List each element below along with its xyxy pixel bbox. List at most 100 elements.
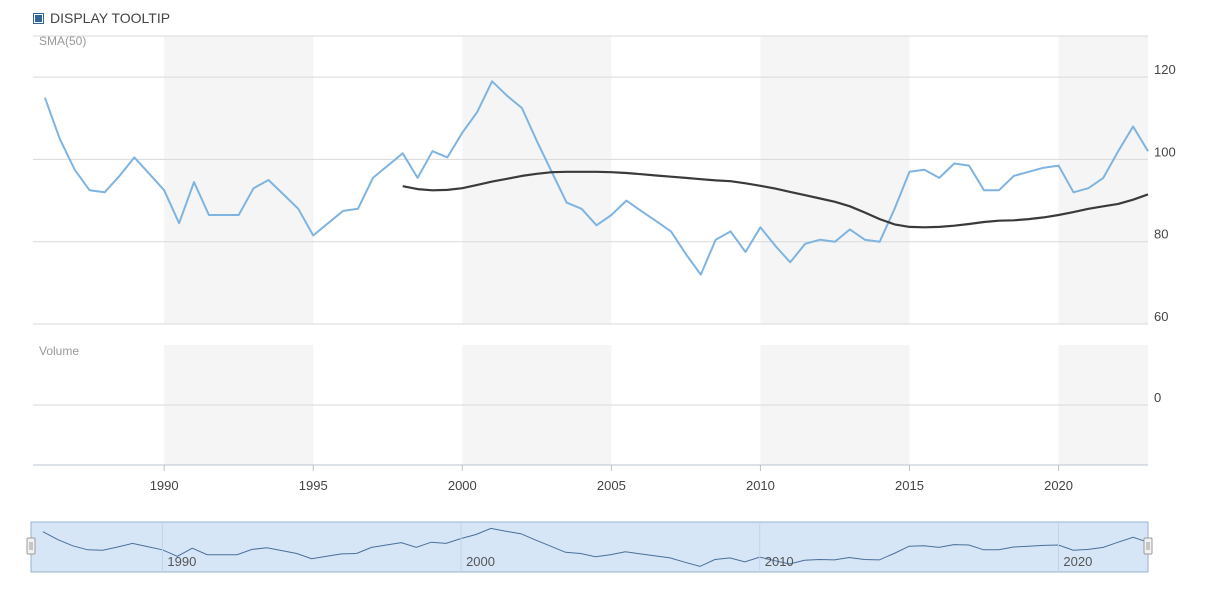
price-point — [923, 169, 925, 171]
sma-point — [655, 174, 657, 176]
sma-point — [1058, 214, 1060, 216]
sma-point — [1147, 193, 1149, 195]
price-point — [968, 165, 970, 167]
price-point — [297, 208, 299, 210]
checkbox-icon[interactable] — [33, 12, 44, 24]
navigator-tick-label: 1990 — [167, 554, 196, 569]
sma-point — [938, 226, 940, 228]
sma-point — [491, 181, 493, 183]
navigator-left-handle[interactable] — [26, 537, 36, 555]
navigator-tick-label: 2010 — [765, 554, 794, 569]
price-point — [789, 261, 791, 263]
sma-point — [730, 180, 732, 182]
price-point — [521, 107, 523, 109]
volume-y-tick-label: 0 — [1154, 390, 1161, 405]
sma-point — [983, 221, 985, 223]
price-point — [417, 177, 419, 179]
price-point — [402, 152, 404, 154]
price-point — [566, 202, 568, 204]
sma-point — [461, 187, 463, 189]
price-point — [879, 241, 881, 243]
navigator-right-handle[interactable] — [1143, 537, 1153, 555]
price-y-tick-label: 120 — [1154, 62, 1176, 77]
price-point — [804, 243, 806, 245]
sma-point — [610, 171, 612, 173]
sma-point — [879, 218, 881, 220]
navigator-series-line — [42, 527, 1149, 567]
price-point — [908, 171, 910, 173]
x-tick-label: 2005 — [597, 478, 626, 493]
sma-point — [834, 201, 836, 203]
price-point — [104, 191, 106, 193]
price-point — [581, 208, 583, 210]
display-tooltip-toggle[interactable]: DISPLAY TOOLTIP — [33, 10, 170, 26]
price-point — [461, 132, 463, 134]
sma-point — [506, 178, 508, 180]
sma-point — [923, 226, 925, 228]
sma-point — [1013, 219, 1015, 221]
sma-point — [581, 171, 583, 173]
sma-point — [536, 173, 538, 175]
price-point — [431, 150, 433, 152]
price-point — [849, 228, 851, 230]
price-point — [1043, 167, 1045, 169]
sma-point — [908, 226, 910, 228]
price-point — [208, 214, 210, 216]
sma-point — [998, 220, 1000, 222]
price-point — [864, 239, 866, 241]
price-point — [730, 230, 732, 232]
sma-point — [864, 212, 866, 214]
sma-point — [1087, 208, 1089, 210]
price-point — [268, 179, 270, 181]
sma-point — [521, 175, 523, 177]
price-point — [953, 163, 955, 165]
sma-point — [819, 198, 821, 200]
price-point — [163, 189, 165, 191]
sma-point — [431, 189, 433, 191]
sma-point — [894, 223, 896, 225]
sma-point — [446, 189, 448, 191]
volume-pane-label: Volume — [39, 344, 79, 358]
price-point — [357, 208, 359, 210]
sma-point — [774, 188, 776, 190]
price-point — [1117, 150, 1119, 152]
navigator-range-selector[interactable] — [30, 521, 1149, 573]
price-point — [610, 214, 612, 216]
price-point — [178, 222, 180, 224]
sma-point — [685, 177, 687, 179]
price-y-tick-label: 80 — [1154, 227, 1168, 242]
price-point — [133, 156, 135, 158]
price-point — [983, 189, 985, 191]
handle-grip-icon[interactable] — [1143, 537, 1153, 555]
handle-grip-icon[interactable] — [26, 537, 36, 555]
price-point — [253, 187, 255, 189]
sma-point — [417, 188, 419, 190]
sma-point — [402, 185, 404, 187]
price-point — [148, 173, 150, 175]
x-tick-label: 1990 — [150, 478, 179, 493]
price-point — [1102, 177, 1104, 179]
price-point — [491, 80, 493, 82]
sma-point — [476, 184, 478, 186]
sma-point — [1043, 216, 1045, 218]
x-tick-label: 2000 — [448, 478, 477, 493]
price-point — [819, 239, 821, 241]
price-y-tick-label: 100 — [1154, 144, 1176, 159]
sma-point — [1117, 203, 1119, 205]
price-point — [1087, 187, 1089, 189]
volume-shaded-band — [462, 345, 612, 465]
volume-shaded-band — [760, 345, 910, 465]
sma-point — [745, 182, 747, 184]
price-y-tick-label: 60 — [1154, 309, 1168, 324]
sma-point — [566, 171, 568, 173]
sma-point — [640, 173, 642, 175]
price-shaded-band — [462, 36, 612, 324]
price-shaded-band — [1058, 36, 1148, 324]
price-point — [1147, 150, 1149, 152]
price-point — [536, 140, 538, 142]
price-point — [387, 165, 389, 167]
price-point — [282, 193, 284, 195]
price-point — [59, 138, 61, 140]
price-point — [342, 210, 344, 212]
